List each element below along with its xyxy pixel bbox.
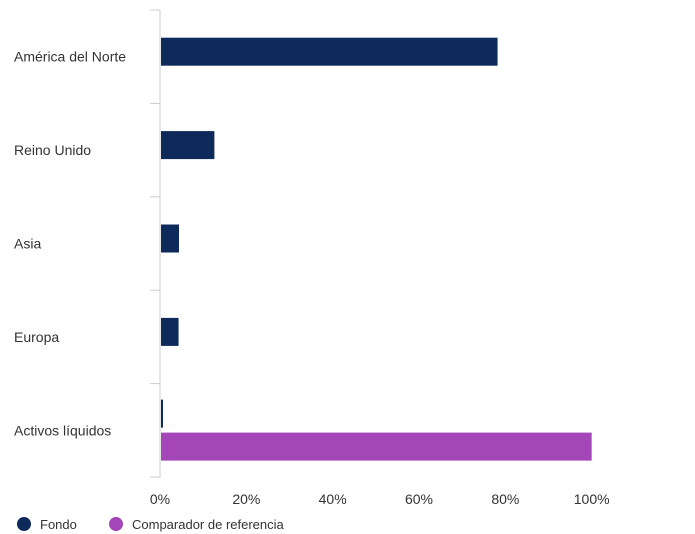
bar-fondo-activos-liquidos [161, 399, 163, 428]
legend-label-fondo: Fondo [40, 517, 77, 532]
x-tick-label-60: 60% [405, 491, 433, 507]
labels-layer: América del Norte Reino Unido Asia Europa Ac… [14, 49, 610, 507]
category-label-reino-unido: Reino Unido [14, 142, 91, 158]
bar-comparador-de-referencia-activos-liquidos [161, 432, 592, 461]
bar-fondo-asia [161, 224, 179, 253]
legend: Fondo Comparador de referencia [17, 517, 285, 532]
bars-layer [161, 37, 592, 461]
legend-marker-comparador-de-referencia [109, 517, 123, 531]
category-label-activos-liquidos: Activos líquidos [14, 422, 111, 438]
legend-label-comparador-de-referencia: Comparador de referencia [132, 517, 285, 532]
bar-fondo-reino-unido [161, 131, 215, 160]
x-tick-label-40: 40% [319, 491, 347, 507]
x-tick-label-0: 0% [150, 491, 170, 507]
bar-fondo-europa [161, 317, 179, 346]
x-tick-label-20: 20% [232, 491, 260, 507]
x-tick-label-80: 80% [491, 491, 519, 507]
x-tick-label-100: 100% [574, 491, 610, 507]
axis-layer [150, 9, 161, 478]
category-label-asia: Asia [14, 236, 41, 252]
category-label-europa: Europa [14, 329, 59, 345]
bar-fondo-america-del-norte [161, 37, 498, 66]
category-label-america-del-norte: América del Norte [14, 49, 126, 65]
legend-marker-fondo [17, 517, 31, 531]
